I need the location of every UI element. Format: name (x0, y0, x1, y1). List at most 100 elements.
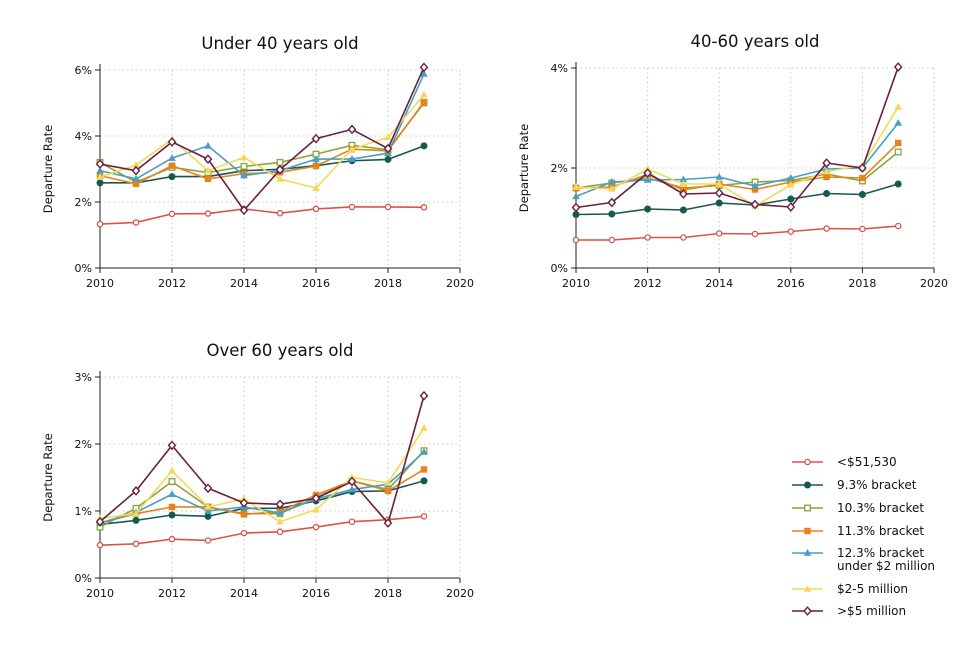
data-point (571, 202, 581, 213)
series-line (576, 225, 899, 241)
y-tick-label: 2% (75, 196, 92, 209)
data-point (420, 513, 428, 520)
data-point (751, 182, 759, 189)
x-tick-label: 2018 (374, 587, 402, 600)
legend-item: $2-5 million (792, 582, 908, 596)
series-7 (571, 62, 903, 213)
x-tick-label: 2016 (777, 277, 805, 290)
data-point (895, 139, 902, 147)
data-point (132, 174, 140, 182)
data-point (132, 219, 140, 226)
data-point (311, 133, 321, 144)
data-point (348, 485, 356, 493)
data-point (312, 505, 320, 513)
data-point (572, 211, 580, 218)
y-axis-label: Departure Rate (41, 125, 55, 213)
data-point (384, 155, 392, 163)
legend-item: <$51,530 (792, 455, 897, 469)
data-point (276, 209, 284, 217)
data-point (608, 178, 616, 185)
legend-item: 10.3% bracket (792, 501, 924, 515)
y-tick-label: 3% (75, 371, 92, 384)
data-point (275, 499, 285, 510)
x-tick-label: 2010 (86, 277, 114, 290)
data-point (751, 186, 759, 193)
data-point (383, 143, 393, 154)
data-point (787, 174, 795, 181)
data-point (348, 518, 356, 525)
legend-label: 9.3% bracket (837, 478, 917, 492)
data-point (787, 181, 795, 188)
legend-label: >$5 million (837, 604, 906, 618)
chart-title: Under 40 years old (201, 34, 358, 53)
legend-marker (804, 458, 811, 466)
data-point (715, 180, 723, 187)
x-tick-label: 2012 (158, 277, 186, 290)
data-point (679, 206, 687, 214)
y-tick-label: 0% (75, 262, 92, 275)
series-line (575, 183, 899, 216)
data-point (168, 466, 176, 474)
data-point (132, 161, 140, 168)
data-point (239, 498, 249, 508)
data-point (312, 162, 320, 170)
data-point (204, 512, 212, 520)
data-point (859, 174, 866, 182)
legend-label-line2: under $2 million (837, 559, 935, 573)
data-point (420, 448, 428, 455)
data-point (239, 205, 249, 216)
data-point (679, 180, 688, 187)
data-point (715, 173, 723, 180)
data-point (894, 103, 902, 110)
series-6 (96, 423, 428, 525)
y-axis-label: Departure Rate (517, 124, 531, 212)
series-line (99, 468, 425, 524)
data-point (132, 509, 140, 517)
legend-marker (804, 527, 811, 535)
series-7 (95, 390, 429, 528)
data-point (420, 69, 428, 77)
data-point (859, 225, 866, 233)
data-point (312, 155, 320, 162)
data-point (893, 62, 903, 72)
data-point (204, 166, 212, 174)
chart-panel-2: 40-60 years old Departure Rate 0% 2% 4% 2010 2… (517, 32, 948, 290)
data-point (167, 137, 177, 147)
data-point (384, 203, 392, 211)
y-tick-label: 6% (75, 64, 92, 77)
series-line (99, 515, 425, 546)
data-point (384, 133, 392, 141)
data-point (240, 171, 248, 179)
data-point (680, 234, 687, 241)
legend-label: 10.3% bracket (837, 501, 924, 515)
data-point (715, 230, 723, 237)
data-point (167, 440, 177, 451)
data-point (786, 202, 796, 212)
data-point (311, 493, 321, 504)
legend-item: 9.3% bracket (792, 478, 917, 492)
data-point (168, 210, 176, 218)
data-point (276, 517, 284, 525)
y-tick-label: 4% (551, 62, 568, 75)
data-point (96, 541, 104, 549)
data-point (787, 195, 795, 203)
data-point (240, 153, 248, 161)
data-point (204, 537, 212, 544)
data-point (168, 173, 176, 181)
series-line (99, 94, 425, 189)
chart-title: Over 60 years old (207, 341, 354, 360)
data-point (203, 154, 213, 164)
data-point (240, 162, 248, 170)
data-point (131, 486, 141, 496)
data-point (276, 528, 284, 536)
data-point (203, 483, 213, 494)
y-tick-label: 0% (75, 572, 92, 585)
legend-label: $2-5 million (837, 582, 908, 596)
data-point (858, 163, 867, 173)
legend-marker (804, 504, 811, 512)
data-point (132, 540, 140, 548)
data-point (96, 179, 104, 187)
data-point (420, 142, 428, 150)
